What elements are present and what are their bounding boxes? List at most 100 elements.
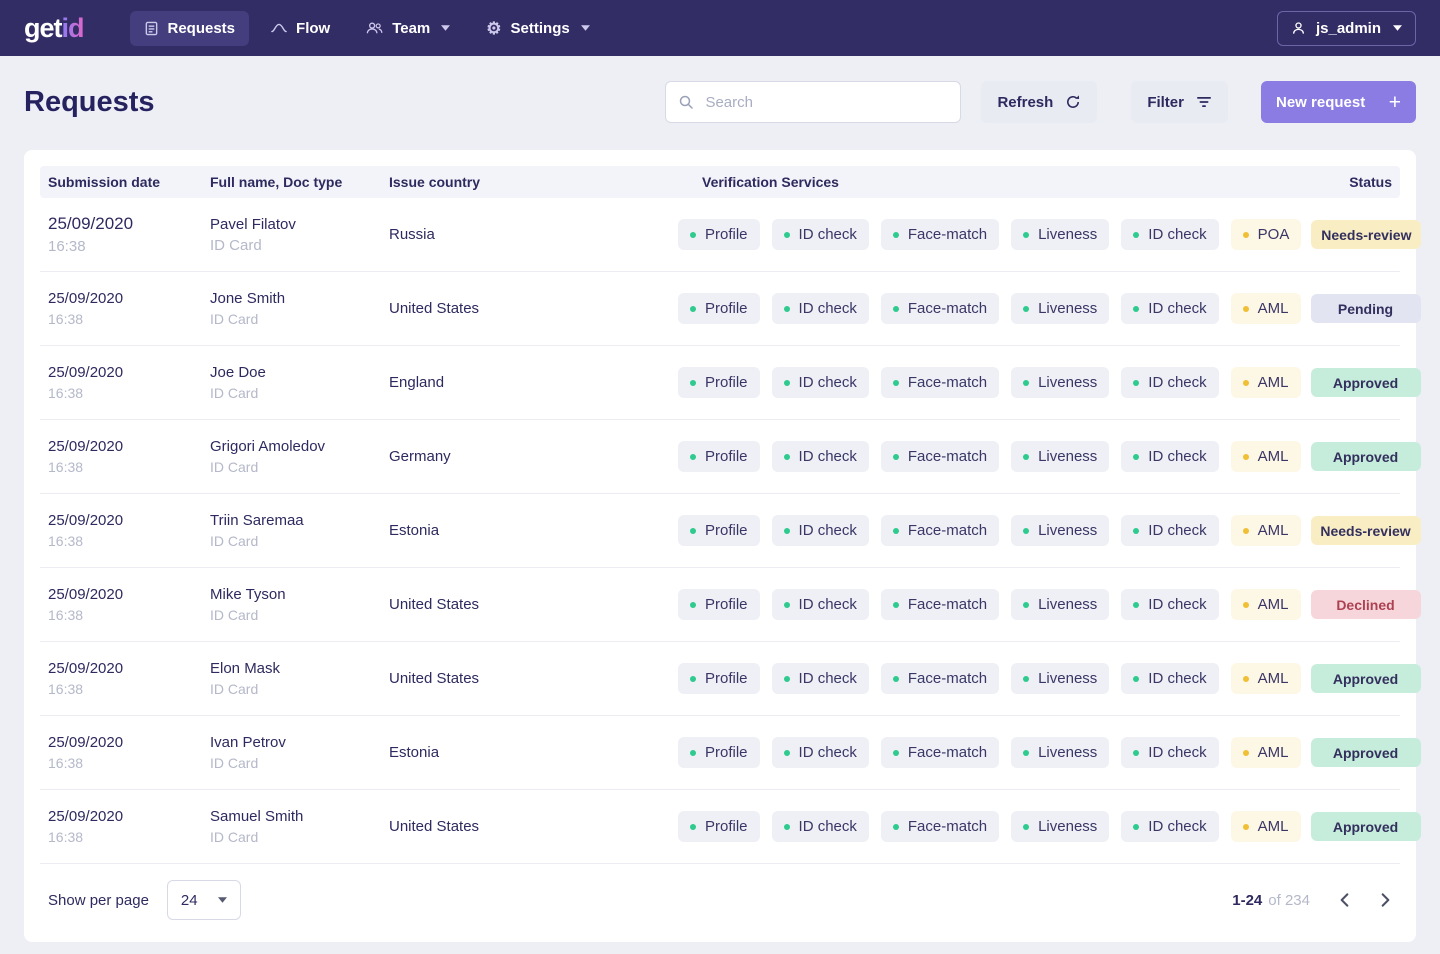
full-name: Mike Tyson	[210, 586, 286, 603]
refresh-button[interactable]: Refresh	[981, 81, 1098, 123]
service-dot	[1242, 823, 1249, 830]
status-badge: Approved	[1310, 664, 1421, 693]
user-icon	[1291, 21, 1306, 36]
service-chip-aml: AML	[1230, 515, 1301, 546]
service-label: Liveness	[1038, 522, 1098, 539]
service-chip-profile: Profile	[678, 367, 760, 398]
user-name-label: js_admin	[1315, 19, 1381, 37]
service-chip-id-check: ID check	[1121, 811, 1219, 842]
brand-logo[interactable]: getid	[24, 12, 85, 44]
service-chip-id-check: ID check	[771, 737, 869, 768]
service-label: Face-match	[907, 300, 988, 317]
nav-item-settings[interactable]: ⚙ Settings	[472, 11, 603, 46]
table-row[interactable]: 25/09/2020 16:38 Triin Saremaa ID Card E…	[40, 494, 1421, 568]
service-chip-aml: AML	[1230, 811, 1301, 842]
table-row[interactable]: 25/09/2020 16:38 Mike Tyson ID Card Unit…	[40, 568, 1421, 642]
nav-item-label: Settings	[510, 19, 570, 37]
full-name-cell: Pavel Filatov ID Card	[210, 216, 389, 254]
full-name: Pavel Filatov	[210, 215, 296, 233]
verification-services: Profile ID check Face-match Liveness ID chec…	[678, 515, 1301, 546]
nav-item-team[interactable]: Team	[352, 11, 464, 46]
table-row[interactable]: 25/09/2020 16:38 Joe Doe ID Card England…	[40, 346, 1421, 420]
service-chip-id-check: ID check	[771, 589, 869, 620]
service-label: ID check	[1148, 374, 1207, 391]
service-chip-poa: POA	[1230, 219, 1302, 250]
service-label: ID check	[1148, 448, 1207, 465]
submission-time: 16:38	[48, 533, 84, 549]
service-chip-profile: Profile	[678, 589, 760, 620]
chevron-down-icon	[217, 897, 227, 903]
service-label: Face-match	[907, 744, 988, 761]
service-dot	[783, 749, 790, 756]
per-page-select[interactable]: 24	[166, 880, 241, 920]
service-chip-id-check: ID check	[1121, 663, 1219, 694]
service-chip-aml: AML	[1230, 663, 1301, 694]
service-label: ID check	[798, 596, 857, 613]
submission-date: 25/09/2020	[48, 808, 124, 825]
service-dot	[1023, 453, 1030, 460]
submission-date-cell: 25/09/2020 16:38	[48, 364, 210, 401]
service-dot	[1242, 379, 1249, 386]
doc-type: ID Card	[210, 607, 259, 623]
nav-item-requests[interactable]: Requests	[129, 10, 250, 46]
full-name-cell: Samuel Smith ID Card	[210, 808, 389, 845]
brand-logo-get: get	[24, 12, 62, 43]
service-label: AML	[1257, 744, 1289, 761]
service-label: Face-match	[907, 818, 988, 835]
service-chip-id-check: ID check	[771, 293, 869, 324]
user-menu-button[interactable]: js_admin	[1276, 10, 1416, 46]
service-dot	[1023, 305, 1030, 312]
service-label: Liveness	[1038, 596, 1098, 613]
prev-page-button[interactable]	[1338, 891, 1351, 909]
service-dot	[783, 601, 790, 608]
service-dot	[690, 601, 696, 608]
table-row[interactable]: 25/09/2020 16:38 Jone Smith ID Card Unit…	[40, 272, 1421, 346]
submission-date: 25/09/2020	[48, 660, 124, 677]
service-label: Liveness	[1038, 374, 1098, 391]
status-cell: Needs-review	[1301, 516, 1421, 545]
table-row[interactable]: 25/09/2020 16:38 Samuel Smith ID Card Un…	[40, 790, 1421, 864]
full-name-cell: Triin Saremaa ID Card	[210, 512, 389, 549]
issue-country: United States	[389, 300, 480, 317]
service-label: ID check	[798, 744, 857, 761]
service-dot	[1133, 675, 1140, 682]
service-chip-aml: AML	[1230, 441, 1301, 472]
table-row[interactable]: 25/09/2020 16:38 Grigori Amoledov ID Car…	[40, 420, 1421, 494]
total-count-label: of 234	[1268, 891, 1310, 909]
status-badge: Declined	[1310, 590, 1421, 619]
submission-date-cell: 25/09/2020 16:38	[48, 512, 210, 549]
submission-time: 16:38	[48, 311, 84, 327]
service-label: ID check	[1148, 744, 1207, 761]
service-chip-profile: Profile	[678, 737, 760, 768]
service-chip-id-check: ID check	[771, 219, 869, 250]
full-name: Joe Doe	[210, 364, 266, 381]
service-chip-id-check: ID check	[1121, 589, 1219, 620]
full-name: Grigori Amoledov	[210, 438, 326, 455]
service-dot	[1242, 305, 1249, 312]
nav-item-label: Requests	[167, 19, 236, 37]
issue-country: United States	[389, 596, 480, 613]
service-label: AML	[1257, 596, 1289, 613]
service-label: Profile	[705, 744, 748, 761]
nav-item-flow[interactable]: Flow	[257, 11, 344, 46]
table-row[interactable]: 25/09/2020 16:38 Elon Mask ID Card Unite…	[40, 642, 1421, 716]
service-label: ID check	[798, 226, 857, 243]
service-dot	[1133, 601, 1140, 608]
status-cell: Approved	[1301, 812, 1421, 841]
next-page-button[interactable]	[1379, 891, 1392, 909]
status-cell: Approved	[1301, 664, 1421, 693]
service-dot	[1023, 231, 1030, 238]
table-row[interactable]: 25/09/2020 16:38 Pavel Filatov ID Card R…	[40, 198, 1422, 272]
flow-icon	[271, 21, 287, 35]
service-dot	[1133, 453, 1140, 460]
filter-button[interactable]: Filter	[1131, 81, 1228, 123]
service-dot	[783, 453, 790, 460]
service-dot	[1242, 231, 1249, 238]
search-input[interactable]	[703, 92, 949, 112]
table-row[interactable]: 25/09/2020 16:38 Ivan Petrov ID Card Est…	[40, 716, 1421, 790]
service-label: ID check	[1148, 596, 1207, 613]
new-request-button[interactable]: New request +	[1261, 81, 1416, 123]
nav-item-label: Team	[392, 19, 431, 37]
submission-date: 25/09/2020	[48, 512, 124, 529]
service-label: Face-match	[907, 670, 988, 687]
